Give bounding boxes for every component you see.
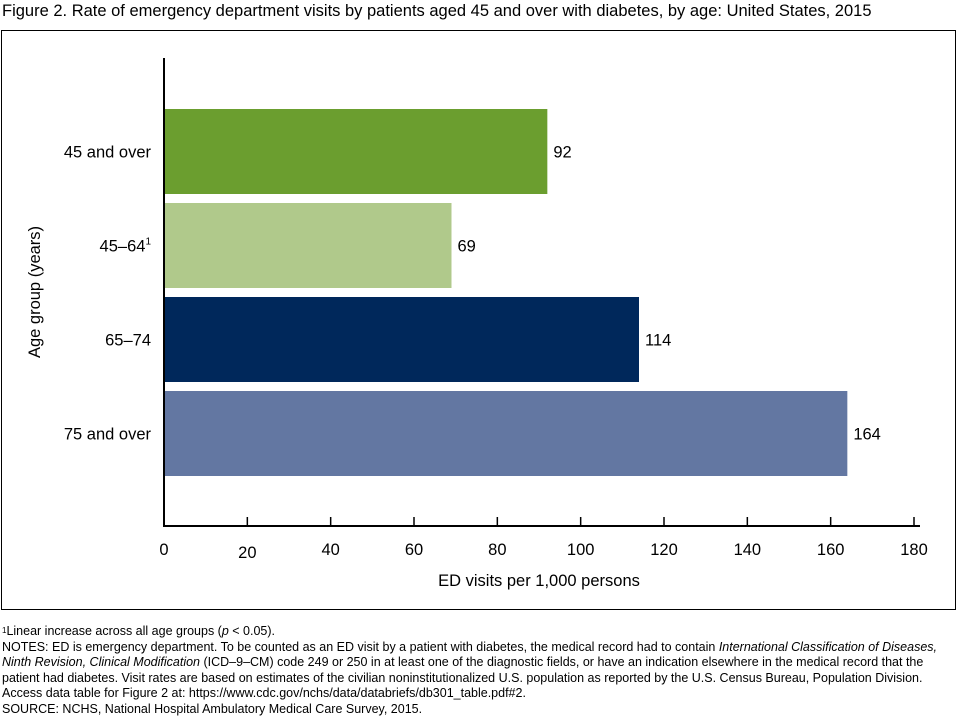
data-label-1: 92 [553,144,571,162]
x-tick-label-0: 0 [159,541,168,559]
footnote-1: 1Linear increase across all age groups (… [2,624,958,640]
figure-notes: 1Linear increase across all age groups (… [2,624,958,718]
data-label-3: 114 [645,332,671,350]
notes-paragraph: NOTES: ED is emergency department. To be… [2,640,958,702]
x-tick-label-100: 100 [567,541,595,559]
category-label-3: 65–74 [105,332,151,350]
footnote-marker: 1 [2,626,7,635]
x-axis-title: ED visits per 1,000 persons [438,572,640,590]
category-label-4: 75 and over [64,426,152,444]
data-label-4: 164 [853,426,881,444]
x-tick-label-140: 140 [734,541,762,559]
chart-frame [1,30,956,610]
x-tick-label-80: 80 [488,541,506,559]
category-labels-group: 45 and over 45–641 65–74 75 and over [64,144,152,444]
x-tick-label-60: 60 [405,541,423,559]
bar-2 [165,203,452,288]
bar-4 [165,391,848,476]
notes-text-2: (ICD–9–CM) code 249 or 250 in at least o… [2,655,924,701]
bar-1 [165,109,548,194]
x-tick-label-120: 120 [650,541,678,559]
x-tick-label-40: 40 [321,541,339,559]
bars-group [165,109,848,476]
data-labels-group: 92 69 114 164 [458,144,881,444]
figure-title: Figure 2. Rate of emergency department v… [2,2,872,20]
footnote-p-italic: p [221,624,229,638]
category-label-1: 45 and over [64,144,152,162]
notes-italic: International Classification of Diseases… [2,639,937,670]
footnote-text-end: < 0.05). [228,624,276,638]
x-tick-label-20: 20 [238,544,256,562]
source-line: SOURCE: NCHS, National Hospital Ambulato… [2,701,423,716]
x-tick-label-160: 160 [817,541,845,559]
x-tick-label-180: 180 [900,541,928,559]
y-axis-title: Age group (years) [26,226,44,358]
bar-chart: 92 69 114 164 45 and over 45–641 65–74 75 and … [26,58,928,590]
data-label-2: 69 [458,238,476,256]
x-ticks-group: 0 20 40 60 80 100 120 140 160 180 [159,517,928,562]
category-label-2: 45–641 [100,237,152,256]
footnote-text: Linear increase across all age groups ( [6,624,222,638]
notes-text-1: NOTES: ED is emergency department. To be… [2,639,719,654]
bar-3 [165,297,639,382]
